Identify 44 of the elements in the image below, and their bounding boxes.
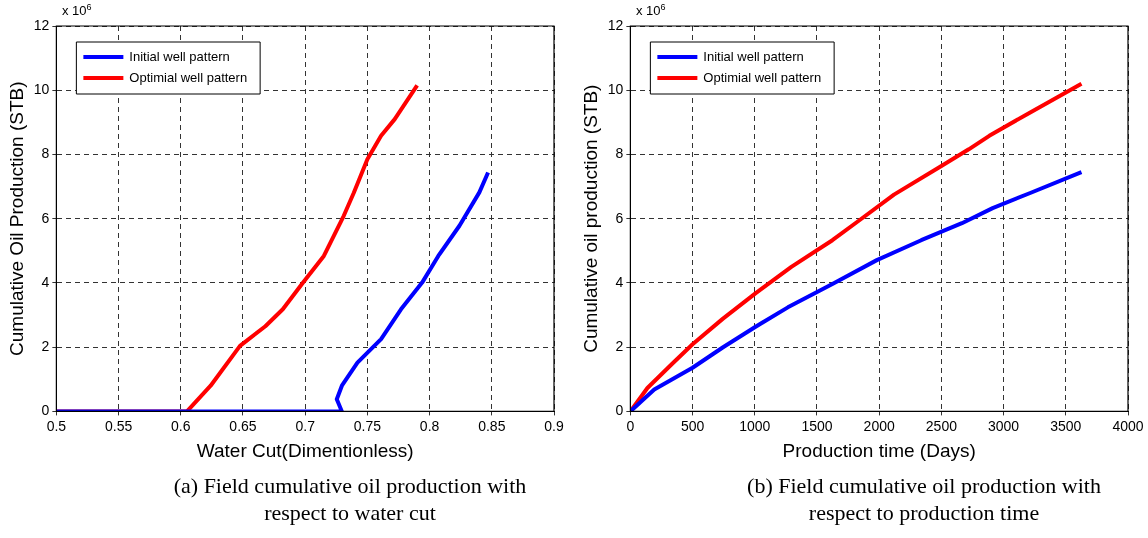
text: x 10$^{6}$ [636,2,666,19]
x-tick-label: 1000 [739,417,771,434]
x-axis-title: Production time (Days) [782,439,976,461]
y-tick-label: 8 [615,145,624,162]
x-tick-label: 0.65 [229,417,257,434]
legend-label: Initial well pattern [129,48,230,64]
y-tick-label: 0 [41,402,50,419]
y-tick-label: 10 [33,81,50,98]
text: (b) Field cumulative oil production with respect to production time [746,472,1102,526]
x-tick-label: 0.8 [419,417,440,434]
y-tick-label: 2 [615,338,624,355]
x-tick-label: 0.55 [104,417,133,434]
text: (a) Field cumulative oil production with respect to water cut [172,472,528,526]
x-tick-label: 500 [680,417,705,434]
x-axis-title: Water Cut(Dimentionless) [196,439,414,461]
x-tick-label: 4000 [1112,417,1144,434]
x-tick-label: 0.7 [295,417,316,434]
y-tick-label: 10 [607,81,624,98]
y-tick-label: 6 [41,209,50,226]
y-tick-label: 8 [41,145,50,162]
y-tick-label: 4 [41,273,50,290]
y-tick-label: 4 [615,273,624,290]
x-tick-label: 2500 [925,417,958,434]
x-tick-label: 0.75 [353,417,382,434]
text: x 10$^{6}$ [62,2,92,19]
y-tick-label: 2 [41,338,50,355]
y-tick-label: 6 [615,209,624,226]
legend-label: Initial well pattern [703,48,804,64]
legend-label: Optimial well pattern [703,69,822,85]
x-tick-label: 0.85 [478,417,506,434]
y-axis-title: Cumulative Oil Production (STB) [5,81,27,356]
x-tick-label: 0.6 [171,417,191,434]
x-tick-label: 0.5 [46,417,67,434]
x-tick-label: 0.9 [544,417,564,434]
y-axis-title: Cumulative oil production (STB) [579,84,601,353]
y-tick-label: 12 [607,16,624,33]
x-tick-label: 0 [626,417,635,434]
x-tick-label: 2000 [863,417,895,434]
x-tick-label: 3500 [1050,417,1082,434]
y-tick-label: 12 [33,16,50,33]
legend-label: Optimial well pattern [129,69,248,85]
x-tick-label: 3000 [988,417,1020,434]
y-tick-label: 0 [615,402,624,419]
x-tick-label: 1500 [801,417,833,434]
